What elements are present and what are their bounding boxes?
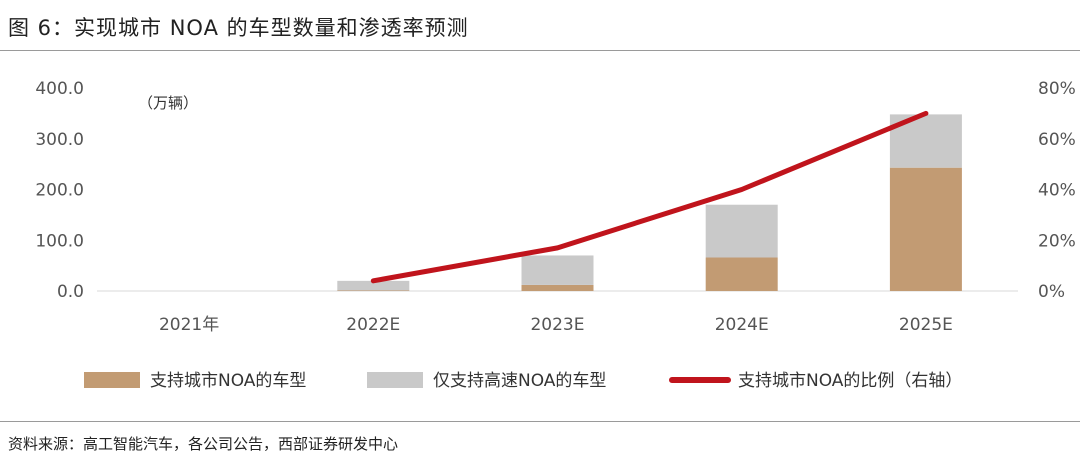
bar-city-noa [337,290,410,291]
bar-highway-only [337,280,410,291]
source-note: 资料来源：高工智能汽车，各公司公告，西部证券研发中心 [8,435,399,453]
x-tick-label: 2024E [715,315,769,335]
source-divider [0,421,1080,422]
legend-city-noa-ratio-label: 支持城市NOA的比例（右轴） [738,371,962,391]
y-right-tick-label: 20% [1038,231,1076,251]
y-left-tick-label: 400.0 [35,79,84,99]
x-tick-label: 2025E [899,315,953,335]
y-left-tick-label: 100.0 [35,231,84,251]
bar-highway-only [705,204,778,258]
x-tick-label: 2023E [530,315,584,335]
legend-highway-only-label: 仅支持高速NOA的车型 [433,371,606,391]
y-left-tick-label: 0.0 [57,282,84,302]
bar-city-noa [705,257,778,291]
legend-highway-only-swatch [367,372,423,388]
y-left-tick-label: 300.0 [35,130,84,150]
y-right-tick-label: 40% [1038,181,1076,201]
bar-highway-only [521,255,594,285]
line-city-noa-ratio [370,110,929,284]
y-left-tick-label: 200.0 [35,181,84,201]
legend: 支持城市NOA的车型 仅支持高速NOA的车型 支持城市NOA的比例（右轴） [84,371,962,391]
y-right-tick-label: 80% [1038,79,1076,99]
y-right-tick-label: 60% [1038,130,1076,150]
legend-city-noa-swatch [84,372,140,388]
bar-city-noa [521,284,594,291]
title-divider [0,50,1080,51]
bar-city-noa [889,167,962,291]
figure-title: 图 6：实现城市 NOA 的车型数量和渗透率预测 [8,16,469,40]
plot-area: 0.0 100.0 200.0 300.0 400.0 0% 20% 40% 60% 80% 202… [35,79,1075,335]
x-tick-label: 2021年 [159,315,219,335]
x-tick-label: 2022E [346,315,400,335]
unit-label: （万辆） [138,94,198,112]
legend-city-noa-label: 支持城市NOA的车型 [150,371,306,391]
y-right-tick-label: 0% [1038,282,1065,302]
